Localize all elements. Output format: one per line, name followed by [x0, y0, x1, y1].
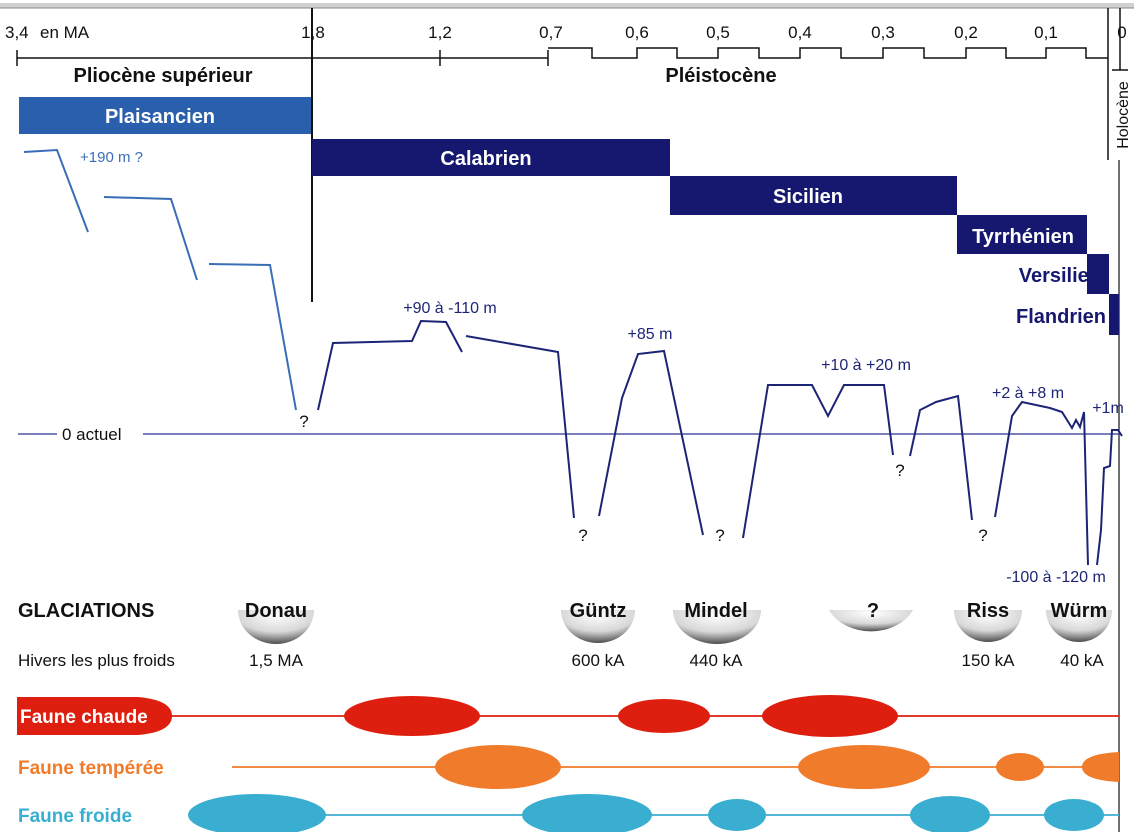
- unknown-mark: ?: [578, 526, 587, 545]
- tick-label: 0,1: [1034, 23, 1058, 42]
- epoch-holocene: Holocène: [1115, 81, 1132, 149]
- stage-label: Sicilien: [773, 186, 843, 208]
- tick-label: 0,2: [954, 23, 978, 42]
- stage-label: Plaisancien: [105, 106, 215, 128]
- glaciation-age: 440 kA: [690, 651, 744, 670]
- fauna-temperee-period: [435, 745, 561, 789]
- sea-level-flandrien: +1m: [1092, 400, 1124, 417]
- stage-label: Calabrien: [440, 148, 531, 170]
- glaciation-name: Würm: [1051, 600, 1108, 622]
- glaciation-name: Güntz: [570, 600, 627, 622]
- glaciations-title: GLACIATIONS: [18, 600, 154, 622]
- unknown-mark: ?: [895, 461, 904, 480]
- fauna-temperee-row: Faune tempérée: [18, 745, 1119, 789]
- glaciation-mindel-shape: [673, 610, 761, 644]
- fauna-chaude-row: Faune chaude: [17, 695, 1119, 737]
- plaisancien-sea-level-line: [23, 148, 297, 411]
- glaciation-name: Mindel: [684, 600, 747, 622]
- stage-label: Tyrrhénien: [972, 226, 1074, 248]
- tick-label: 0,4: [788, 23, 812, 42]
- sea-level-plaisancien: +190 m ?: [80, 149, 143, 166]
- top-bar: [0, 3, 1134, 8]
- glaciation-shapes: [238, 610, 1112, 644]
- epoch-pleistocene: Pléistocène: [665, 65, 776, 87]
- tick-label: 1,2: [428, 23, 452, 42]
- glaciation-age: 600 kA: [572, 651, 626, 670]
- stage-bar-calabrien: [312, 139, 670, 176]
- tick-label: 0,3: [871, 23, 895, 42]
- fauna-chaude-label-shape: [17, 697, 172, 735]
- stage-bar-plaisancien: [19, 97, 311, 134]
- sea-level-sicilien: +85 m: [628, 326, 673, 343]
- fauna-froide-period: [522, 794, 652, 832]
- actuel-label: 0 actuel: [62, 425, 122, 444]
- fauna-froide-period: [1044, 799, 1104, 831]
- tick-label: 0,5: [706, 23, 730, 42]
- glaciation-wurm-shape: [1046, 610, 1112, 642]
- time-ruler: [16, 8, 1128, 160]
- fauna-temperee-label: Faune tempérée: [18, 758, 164, 779]
- sea-level-low: -100 à -120 m: [1006, 569, 1106, 586]
- stage-bar-flandrien: [1109, 294, 1119, 335]
- glaciation-name: Donau: [245, 600, 307, 622]
- stage-label: Versilien: [1019, 265, 1101, 287]
- stage-label: Flandrien: [1016, 306, 1106, 328]
- fauna-chaude-period: [344, 696, 480, 736]
- fauna-chaude-period: [618, 699, 710, 733]
- stage-bar-versilien: [1087, 254, 1109, 294]
- fauna-froide-row: Faune froide: [18, 794, 1119, 832]
- sea-level-calabrien: +90 à -110 m: [403, 300, 497, 317]
- stage-bars: Plaisancien Calabrien Sicilien Tyrrhénie…: [19, 97, 1119, 335]
- epoch-pliocene: Pliocène supérieur: [74, 65, 253, 87]
- fauna-froide-period: [188, 794, 326, 832]
- sea-level-versilien: +2 à +8 m: [992, 385, 1064, 402]
- glaciation-age: 1,5 MA: [249, 651, 304, 670]
- tick-label: 0,6: [625, 23, 649, 42]
- glaciation-age: 40 kA: [1060, 651, 1104, 670]
- unknown-mark: ?: [715, 526, 724, 545]
- glaciation-name: Riss: [967, 600, 1009, 622]
- fauna-temperee-period: [798, 745, 930, 789]
- fauna-chaude-label: Faune chaude: [20, 707, 148, 728]
- tick-label: 0,7: [539, 23, 563, 42]
- sea-level-curve: [317, 319, 1123, 566]
- stage-bar-tyrrhenien: [957, 215, 1087, 254]
- tick-label: 3,4: [5, 23, 29, 42]
- stage-bar-sicilien: [670, 176, 957, 215]
- glaciation-guntz-shape: [561, 610, 635, 643]
- glaciation-donau-shape: [238, 610, 314, 644]
- fauna-temperee-period: [1082, 752, 1119, 782]
- tick-label: 0: [1117, 23, 1126, 42]
- fauna-froide-label: Faune froide: [18, 806, 132, 827]
- fauna-chaude-period: [762, 695, 898, 737]
- unknown-mark: ?: [978, 526, 987, 545]
- fauna-temperee-period: [996, 753, 1044, 781]
- time-unit-label: en MA: [40, 23, 90, 42]
- glaciation-riss-shape: [954, 610, 1022, 642]
- fauna-froide-period: [910, 796, 990, 832]
- unknown-mark: ?: [299, 412, 308, 431]
- glaciation-age: 150 kA: [962, 651, 1016, 670]
- fauna-froide-period: [708, 799, 766, 831]
- time-scale: 3,4 en MA 1,8 1,2 0,7 0,6 0,5 0,4 0,3 0,…: [0, 3, 1134, 832]
- glaciation-unknown-shape: [829, 610, 913, 632]
- sea-level-tyrrhenien: +10 à +20 m: [821, 357, 911, 374]
- glaciations-row-label: Hivers les plus froids: [18, 651, 175, 670]
- glaciation-name: ?: [867, 600, 879, 622]
